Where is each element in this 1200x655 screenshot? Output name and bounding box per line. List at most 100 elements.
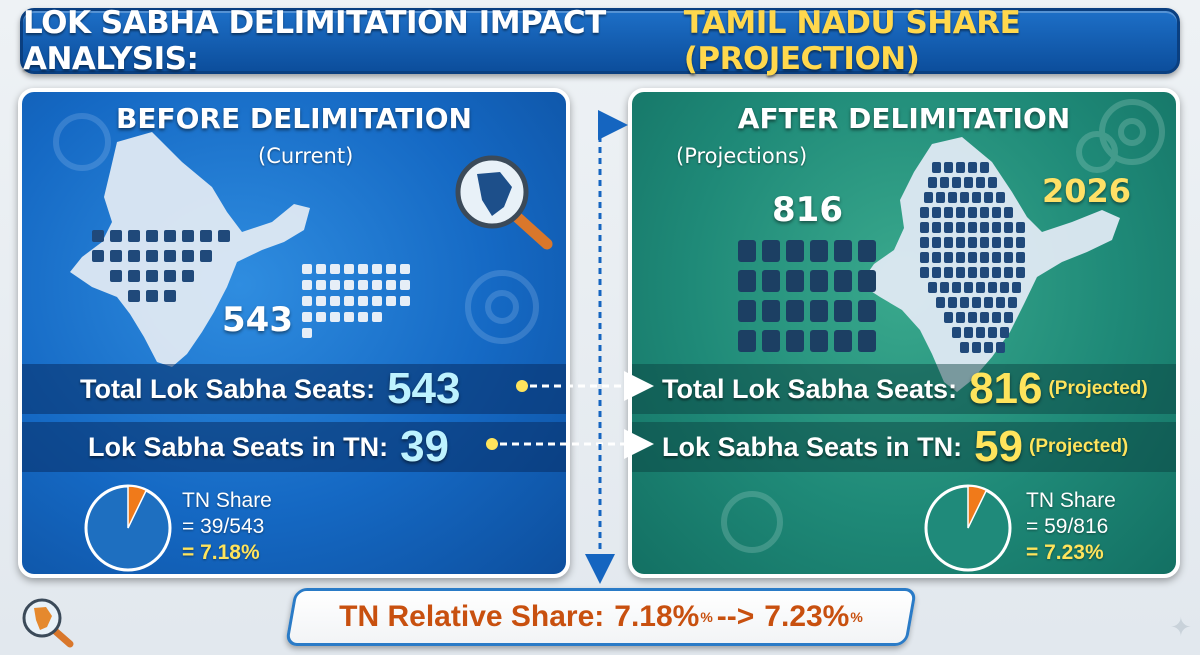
before-share-fraction: = 39/543	[182, 515, 265, 538]
after-share-title: TN Share	[1026, 489, 1116, 512]
after-tn-label: Lok Sabha Seats in TN:	[662, 431, 963, 462]
ballot-box-icon	[980, 312, 989, 323]
ballot-box-icon	[858, 240, 876, 262]
ballot-box-icon	[1016, 252, 1025, 263]
page-title-accent: TAMIL NADU SHARE (PROJECTION)	[683, 5, 1021, 77]
ballot-box-icon	[944, 267, 953, 278]
summary-sup-to: %	[850, 609, 863, 625]
ballot-box-icon	[976, 327, 985, 338]
ballot-box-icon	[956, 162, 965, 173]
after-share: TN Share = 59/816 = 7.23%	[1026, 488, 1116, 566]
summary-arrow: -->	[716, 600, 755, 633]
ballot-box-icon	[1004, 252, 1013, 263]
ballot-box-icon	[786, 300, 804, 322]
ballot-box-icon	[948, 297, 957, 308]
ballot-box-icon	[928, 282, 937, 293]
after-decor	[721, 99, 1165, 553]
ballot-box-icon	[1004, 312, 1013, 323]
ballot-box-icon	[988, 327, 997, 338]
magnifier-icon	[22, 598, 74, 648]
ballot-box-icon	[1004, 237, 1013, 248]
after-total-note: (Projected)	[1048, 378, 1148, 399]
summary-from: 7.18%	[614, 600, 700, 633]
before-share: TN Share = 39/543 = 7.18%	[182, 488, 272, 566]
ballot-box-icon	[1000, 282, 1009, 293]
ballot-box-icon	[944, 252, 953, 263]
after-total-value: 816	[969, 364, 1043, 413]
ballot-box-icon	[980, 222, 989, 233]
after-heading: AFTER DELIMITATION	[737, 102, 1071, 135]
ballot-box-icon	[964, 282, 973, 293]
before-total-row: Total Lok Sabha Seats: 543	[22, 364, 566, 414]
magnifier-icon	[455, 155, 553, 250]
ballot-box-icon	[992, 237, 1001, 248]
ballot-box-icon	[960, 297, 969, 308]
ballot-box-icon	[992, 252, 1001, 263]
ballot-box-icon	[980, 252, 989, 263]
ballot-box-icon	[976, 177, 985, 188]
ballot-box-icon	[944, 207, 953, 218]
ballot-box-icon	[858, 300, 876, 322]
after-total-row: Total Lok Sabha Seats: 816 (Projected)	[632, 364, 1176, 414]
ballot-box-icon	[944, 162, 953, 173]
ballot-box-icon	[738, 240, 876, 352]
after-share-fraction: = 59/816	[1026, 515, 1109, 538]
ballot-box-icon	[924, 192, 933, 203]
ballot-box-icon	[964, 327, 973, 338]
ballot-box-icon	[936, 192, 945, 203]
ballot-box-icon	[960, 192, 969, 203]
after-pie-slice	[967, 485, 988, 529]
gear-icon	[721, 99, 1165, 553]
ballot-box-icon	[738, 240, 756, 262]
india-map-icon	[70, 132, 310, 367]
ballot-box-icon	[944, 312, 953, 323]
ballot-box-icon	[738, 330, 756, 352]
ballot-box-icon	[968, 267, 977, 278]
ballot-box-icon	[928, 177, 937, 188]
ballot-box-icon	[762, 330, 780, 352]
ballot-box-icon	[956, 267, 965, 278]
ballot-box-icon	[944, 222, 953, 233]
ballot-box-icon	[968, 312, 977, 323]
ballot-box-icon	[786, 270, 804, 292]
ballot-box-icon	[976, 282, 985, 293]
ballot-box-icon	[834, 300, 852, 322]
before-total-label: Total Lok Sabha Seats:	[80, 373, 376, 404]
ballot-box-icon	[980, 237, 989, 248]
ballot-box-icon	[810, 330, 828, 352]
ballot-box-icon	[968, 207, 977, 218]
page-title: LOK SABHA DELIMITATION IMPACT ANALYSIS:	[23, 5, 606, 77]
ballot-box-icon	[810, 240, 828, 262]
ballot-box-icon	[932, 267, 941, 278]
before-total-value: 543	[387, 364, 461, 413]
after-tn-value: 59	[974, 422, 1024, 471]
ballot-box-icon	[786, 240, 804, 262]
summary-text: TN Relative Share: 7.18%% --> 7.23%%	[290, 588, 912, 646]
ballot-box-icon	[940, 282, 949, 293]
ballot-box-icon	[988, 177, 997, 188]
ballot-box-icon	[972, 192, 981, 203]
ballot-box-icon	[810, 270, 828, 292]
summary-to: 7.23%	[764, 600, 850, 633]
before-tn-label: Lok Sabha Seats in TN:	[88, 431, 389, 462]
ballot-box-icon	[920, 222, 929, 233]
before-panel: BEFORE DELIMITATION (Current) 543 Total …	[18, 88, 570, 578]
ballot-box-icon	[996, 342, 1005, 353]
ballot-box-icon	[920, 237, 929, 248]
ballot-box-icon	[980, 267, 989, 278]
before-share-title: TN Share	[182, 489, 272, 512]
ballot-box-icon	[984, 342, 993, 353]
ballot-box-icon	[932, 162, 941, 173]
sparkle-icon: ✦	[1170, 612, 1192, 642]
ballot-box-icon	[992, 312, 1001, 323]
ballot-box-icon	[984, 192, 993, 203]
after-panel: AFTER DELIMITATION (Projections) 816 202…	[628, 88, 1180, 578]
ballot-box-icon	[1016, 222, 1025, 233]
ballot-box-icon	[996, 192, 1005, 203]
summary-label: TN Relative Share:	[339, 600, 605, 633]
ballot-box-icon	[968, 237, 977, 248]
ballot-box-icon	[956, 207, 965, 218]
after-big-number: 816	[772, 190, 843, 230]
ballot-box-icon	[932, 252, 941, 263]
ballot-box-icon	[968, 222, 977, 233]
